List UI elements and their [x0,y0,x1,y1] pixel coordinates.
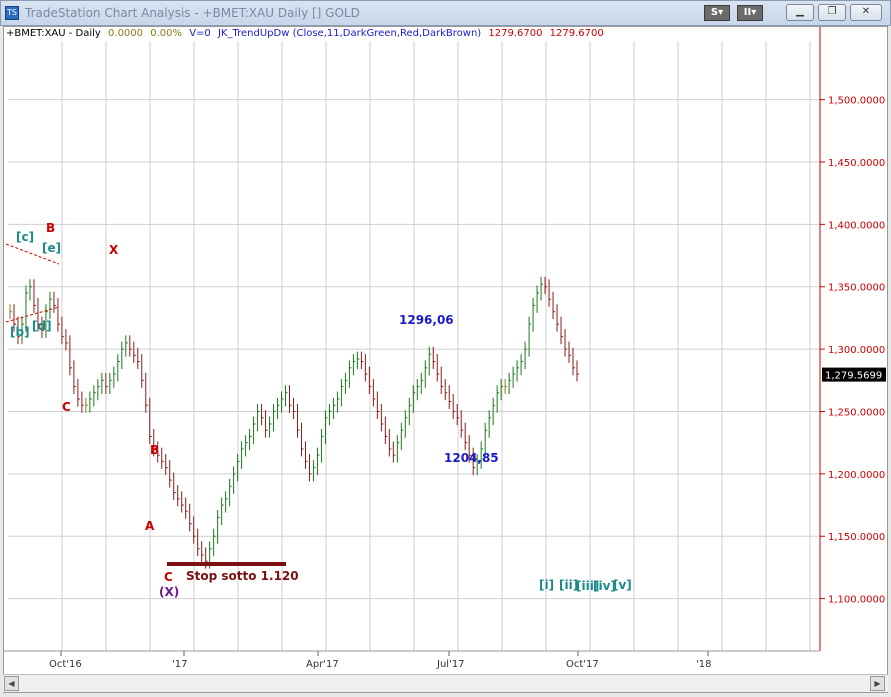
wave-label-a1: A [145,519,155,533]
low-price-label: 1204,85 [444,451,499,465]
indicator-value-2: 1279.6700 [549,28,604,39]
x-tick-label: '17 [172,659,187,670]
scroll-right-button[interactable]: ▶ [870,676,885,691]
y-tick-label: 1,400.0000 [828,220,885,231]
wave-label-d-bracket: [d] [32,319,52,333]
price-chart[interactable]: 1,500.0000 1,450.0000 1,400.0000 1,350.0000… [4,27,889,694]
y-tick-label: 1,350.0000 [828,283,885,294]
y-tick-label: 1,450.0000 [828,158,885,169]
wave-label-c2: C [164,570,173,584]
chart-header: +BMET:XAU - Daily 0.0000 0.00% V=0 JK_Tr… [6,28,608,39]
wave-label-iii: [iii] [576,579,599,593]
wave-label-i: [i] [539,578,554,592]
y-tick-label: 1,100.0000 [828,595,885,606]
s-button[interactable]: S▾ [704,5,730,21]
scroll-left-button[interactable]: ◀ [4,676,19,691]
wave-label-iv: [iv] [593,579,616,593]
wave-label-v: [v] [613,578,632,592]
app-icon: TS [5,6,19,20]
change-pct: 0.00% [150,28,182,39]
symbol-label: +BMET:XAU - Daily [6,28,101,39]
stop-label: Stop sotto 1.120 [186,569,299,583]
y-tick-label: 1,300.0000 [828,345,885,356]
wave-label-b2: B [150,443,159,457]
wave-label-ii: [ii] [559,578,578,592]
triangle-upper-line [5,243,60,265]
y-tick-label: 1,250.0000 [828,407,885,418]
wave-label-b-bracket: [b] [10,325,30,339]
wave-label-x-paren: (X) [159,585,179,599]
wave-label-x: X [109,243,119,257]
indicator-value-1: 1279.6700 [488,28,543,39]
x-tick-label: '18 [696,659,711,670]
chart-area[interactable]: 1,500.0000 1,450.0000 1,400.0000 1,350.0000… [3,26,888,693]
high-price-label: 1296,06 [399,313,454,327]
close-button[interactable]: ✕ [850,4,882,21]
restore-button[interactable]: ❐ [818,4,846,21]
title-bar: TS TradeStation Chart Analysis - +BMET:X… [0,0,891,26]
volume-value: V=0 [189,28,211,39]
triangle-lower-line [5,306,60,323]
indicator-label: JK_TrendUpDw (Close,11,DarkGreen,Red,Dar… [217,28,482,39]
x-tick-label: Apr'17 [306,659,339,670]
y-tick-label: 1,500.0000 [828,96,885,107]
wave-label-b-top: B [46,221,55,235]
horizontal-scrollbar[interactable]: ◀ ▶ [3,674,888,692]
wave-label-e-bracket: [e] [42,241,61,255]
y-tick-label: 1,200.0000 [828,470,885,481]
wave-label-c1: C [62,400,71,414]
last-price-label: 1,279.5699 [825,371,882,382]
last-price-box [822,367,886,382]
chart-menu-button[interactable]: II▾ [737,5,763,21]
change-value: 0.0000 [108,28,144,39]
minimize-button[interactable]: ▁ [786,4,814,21]
x-tick-label: Jul'17 [436,659,465,670]
wave-label-c-bracket: [c] [16,230,34,244]
x-tick-label: Oct'17 [566,659,599,670]
window-title: TradeStation Chart Analysis - +BMET:XAU … [25,6,360,20]
y-tick-label: 1,150.0000 [828,532,885,543]
x-tick-label: Oct'16 [49,659,82,670]
